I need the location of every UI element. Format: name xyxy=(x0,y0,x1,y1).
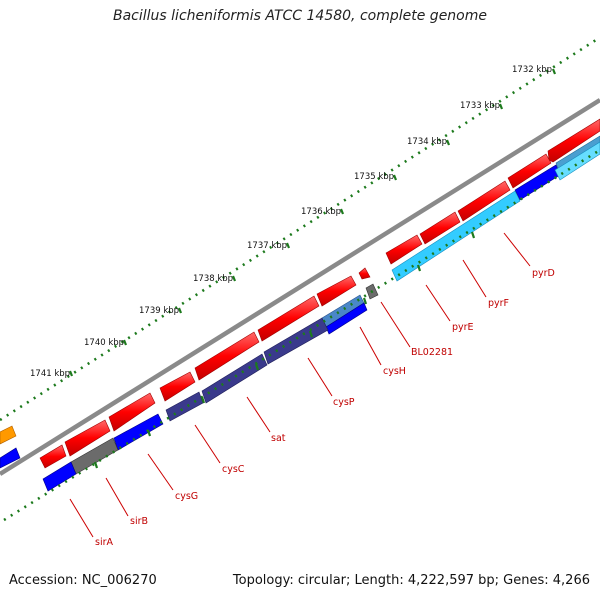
gene-label-cysG: cysG xyxy=(175,491,198,502)
cds-block xyxy=(0,447,21,469)
gene-label-pyrE: pyrE xyxy=(452,322,474,333)
cds-block xyxy=(257,295,320,342)
gene-label-sat: sat xyxy=(271,433,286,444)
cds-block xyxy=(39,444,67,469)
genome-backbone xyxy=(0,98,600,476)
kbp-label: 1739 kbp xyxy=(139,306,179,316)
cds-block xyxy=(385,234,423,265)
cds-block xyxy=(42,461,77,492)
gene-leader-lines xyxy=(69,232,531,538)
cds-block xyxy=(507,153,552,189)
gene-label-cysP: cysP xyxy=(333,397,355,408)
cds-block xyxy=(358,267,371,280)
cds-block xyxy=(194,331,260,381)
map-title: Bacillus licheniformis ATCC 14580, compl… xyxy=(113,8,487,24)
cds-block xyxy=(316,275,357,307)
kbp-label: 1738 kbp xyxy=(193,274,233,284)
outer-major-ticks xyxy=(68,68,557,377)
cds-block xyxy=(159,371,196,402)
kbp-label: 1735 kbp xyxy=(354,172,394,182)
outer-dotted-ring xyxy=(0,38,597,422)
inner-dotted-ring xyxy=(3,148,600,522)
gene-label-pyrF: pyrF xyxy=(488,298,509,309)
cds-block xyxy=(201,353,268,404)
cds-block xyxy=(64,419,111,457)
cds-block xyxy=(0,425,17,445)
gene-label-sirB: sirB xyxy=(130,516,148,527)
gene-label-cysH: cysH xyxy=(383,366,406,377)
kbp-label: 1734 kbp xyxy=(407,137,447,147)
gene-label-BL02281: BL02281 xyxy=(411,347,453,358)
gene-label-sirA: sirA xyxy=(95,537,113,548)
gene-label-pyrD: pyrD xyxy=(532,268,555,279)
kbp-label: 1741 kbp xyxy=(30,369,70,379)
cds-block xyxy=(108,392,156,432)
gene-label-cysC: cysC xyxy=(222,464,245,475)
accession-text: Accession: NC_006270 xyxy=(9,573,157,588)
cds-block xyxy=(419,211,461,245)
forward-cds-track xyxy=(0,118,600,469)
reverse-cds-track xyxy=(0,135,600,492)
cds-block xyxy=(554,141,600,181)
cds-block xyxy=(457,180,511,222)
inner-major-ticks xyxy=(93,231,476,469)
kbp-label: 1733 kbp xyxy=(460,101,500,111)
genome-summary-text: Topology: circular; Length: 4,222,597 bp… xyxy=(232,573,590,588)
cds-block xyxy=(325,302,368,335)
cds-block xyxy=(113,413,164,451)
cds-block xyxy=(263,317,329,365)
kbp-label: 1740 kbp xyxy=(84,338,124,348)
kbp-label: 1737 kbp xyxy=(247,241,287,251)
kbp-label: 1732 kbp xyxy=(512,65,552,75)
kbp-label: 1736 kbp xyxy=(301,207,341,217)
cds-block xyxy=(391,190,521,282)
